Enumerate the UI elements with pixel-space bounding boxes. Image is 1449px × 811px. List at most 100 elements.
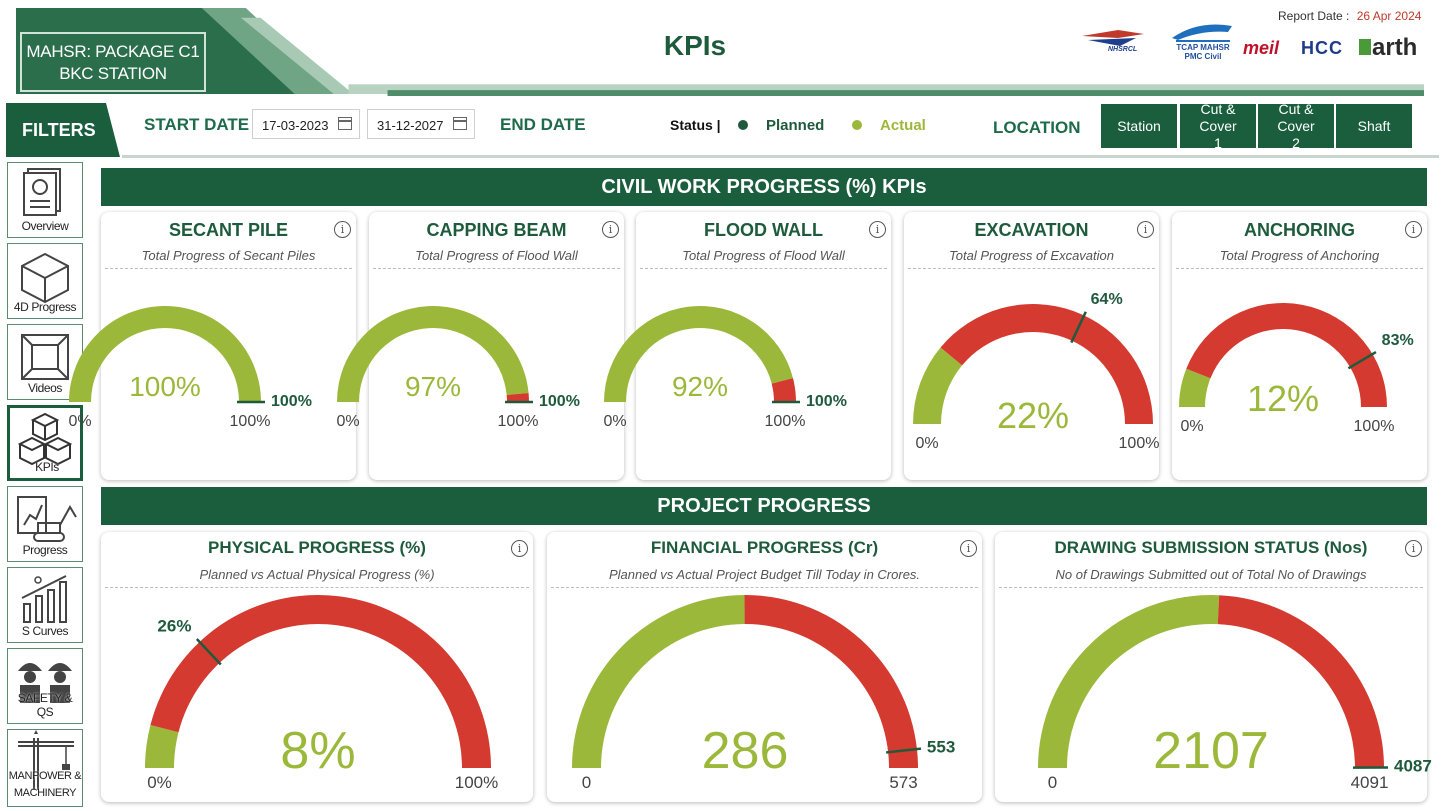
calendar-icon[interactable]: [453, 117, 467, 130]
nav-kpis[interactable]: KPIs: [7, 405, 83, 481]
nhsrcl-emblem-icon: [1082, 30, 1144, 46]
nav-overview[interactable]: Overview: [7, 162, 83, 238]
kpis-card: FLOOD WALL Total Progress of Flood Wall i 9…: [603, 212, 891, 480]
filters-tab: [6, 103, 120, 157]
gauge-max-label: 4091: [1351, 773, 1389, 792]
nav-s-curves[interactable]: S Curves: [7, 567, 83, 643]
gauge-min-label: 0%: [1180, 418, 1203, 435]
nav-s-curves-label: S Curves: [21, 624, 69, 638]
nav-safety-qs[interactable]: SAFETY & QS: [7, 648, 83, 724]
gauge-center-value: 12%: [1247, 378, 1319, 419]
gauge-chart: 286 553 0 573: [572, 595, 955, 792]
gauge-planned-label: 4087: [1394, 756, 1432, 775]
gauge-remaining-arc: [940, 304, 1153, 424]
gauge-remaining-arc: [506, 392, 529, 402]
report-date-value: 26 Apr 2024: [1356, 9, 1422, 23]
video-icon: [21, 334, 69, 380]
nav-overview-label: Overview: [21, 219, 69, 233]
kpis-card: ANCHORING Total Progress of Anchoring i 12%…: [1172, 212, 1427, 480]
gauge-chart: 12% 83% 0% 100%: [1179, 302, 1414, 435]
kpis-card: EXCAVATION Total Progress of Excavation i 2…: [904, 212, 1159, 480]
card-divider: [551, 587, 978, 588]
gauge-max-label: 100%: [498, 413, 539, 430]
project-card-subtitle: Planned vs Actual Project Budget Till To…: [608, 567, 921, 582]
gauge-planned-label: 26%: [157, 617, 191, 636]
gauge-chart: 97% 100% 0% 100%: [336, 306, 580, 430]
gauge-chart: 2107 4087 0 4091: [1038, 595, 1432, 792]
gauge-min-label: 0: [1048, 773, 1057, 792]
gauge-planned-marker: [1070, 311, 1087, 344]
report-date: Report Date : 26 Apr 2024: [1278, 9, 1421, 23]
project-card-subtitle: Planned vs Actual Physical Progress (%): [199, 567, 435, 582]
arth-logo: arth: [1359, 34, 1417, 62]
info-icon[interactable]: i: [960, 540, 977, 557]
nav-manpower-machinery[interactable]: MANPOWER & MACHINERY: [7, 729, 83, 807]
gauge-min-label: 0%: [68, 413, 91, 430]
gauge-planned-marker: [1347, 350, 1377, 370]
info-icon[interactable]: i: [1405, 540, 1422, 557]
nav-progress-label: Progress: [22, 543, 68, 557]
project-card-title: FINANCIAL PROGRESS (Cr): [650, 538, 879, 557]
gauge-center-value: 2107: [1153, 722, 1269, 780]
train-icon: [1172, 24, 1232, 42]
report-date-label: Report Date :: [1278, 9, 1350, 23]
location-label: LOCATION: [993, 118, 1081, 137]
nav-progress[interactable]: Progress: [7, 486, 83, 562]
nav-videos-label: Videos: [27, 381, 63, 395]
info-icon[interactable]: i: [511, 540, 528, 557]
nav-4d-progress-label: 4D Progress: [13, 300, 77, 314]
location-button-shaft[interactable]: Shaft: [1336, 104, 1412, 148]
actual-legend-dot: [852, 120, 862, 130]
info-icon[interactable]: i: [1405, 221, 1422, 238]
page-title: KPIs: [663, 30, 727, 61]
card-divider: [908, 268, 1155, 269]
cube-icon: [21, 252, 69, 304]
gauge-center-value: 97%: [405, 371, 461, 402]
end-date-input[interactable]: 31-12-2027: [367, 109, 475, 139]
gauge-remaining-arc: [1186, 302, 1387, 407]
tcap-logo-text: TCAP MAHSR PMC Civil: [1176, 43, 1230, 61]
location-button-cut-cover-1[interactable]: Cut & Cover 1: [1180, 101, 1256, 151]
location-button-cut-cover-2[interactable]: Cut & Cover 2: [1258, 101, 1334, 151]
gauge-min-label: 0%: [147, 773, 172, 792]
project-card-title: DRAWING SUBMISSION STATUS (Nos): [1054, 538, 1368, 557]
gauge-center-value: 286: [702, 722, 789, 780]
arth-leaf-icon: [1359, 39, 1371, 55]
nav-manpower-machinery-label: MANPOWER & MACHINERY: [8, 770, 82, 799]
location-button-station[interactable]: Station: [1101, 104, 1177, 148]
start-date-input[interactable]: 17-03-2023: [252, 109, 360, 139]
info-icon[interactable]: i: [1137, 221, 1154, 238]
gauge-max-label: 573: [889, 773, 917, 792]
gauge-planned-label: 100%: [539, 393, 580, 410]
start-date-value: 17-03-2023: [262, 118, 329, 133]
gauge-planned-label: 553: [927, 737, 955, 756]
meil-logo: meil: [1243, 38, 1280, 58]
excavator-icon: [17, 496, 77, 542]
gauge-planned-marker: [195, 638, 222, 666]
card-divider: [105, 587, 529, 588]
nav-4d-progress[interactable]: 4D Progress: [7, 243, 83, 319]
info-icon[interactable]: i: [334, 221, 351, 238]
project-card: FINANCIAL PROGRESS (Cr) Planned vs Actual…: [547, 532, 982, 802]
gauge-center-value: 8%: [280, 722, 355, 780]
info-icon[interactable]: i: [602, 221, 619, 238]
info-icon[interactable]: i: [869, 221, 886, 238]
gauge-actual-arc: [913, 347, 963, 424]
nhsrcl-logo-text: NHSRCL: [1108, 46, 1138, 53]
gauge-remaining-arc: [1217, 595, 1384, 768]
gauge-max-label: 100%: [1354, 418, 1395, 435]
gauge-max-label: 100%: [765, 413, 806, 430]
kpis-card: CAPPING BEAM Total Progress of Flood Wall…: [336, 212, 624, 480]
gauge-center-value: 22%: [997, 395, 1069, 436]
project-card: PHYSICAL PROGRESS (%) Planned vs Actual P…: [101, 532, 533, 802]
gauge-planned-label: 100%: [806, 393, 847, 410]
card-divider: [105, 268, 352, 269]
gauge-min-label: 0: [582, 773, 591, 792]
project-name-box: MAHSR: PACKAGE C1 BKC STATION: [20, 32, 206, 92]
gauge-planned-marker: [886, 747, 922, 754]
gauge-planned-label: 83%: [1382, 332, 1414, 349]
card-divider: [373, 268, 620, 269]
report-icon: [23, 168, 61, 216]
gauge-center-value: 92%: [672, 371, 728, 402]
calendar-icon[interactable]: [338, 117, 352, 130]
